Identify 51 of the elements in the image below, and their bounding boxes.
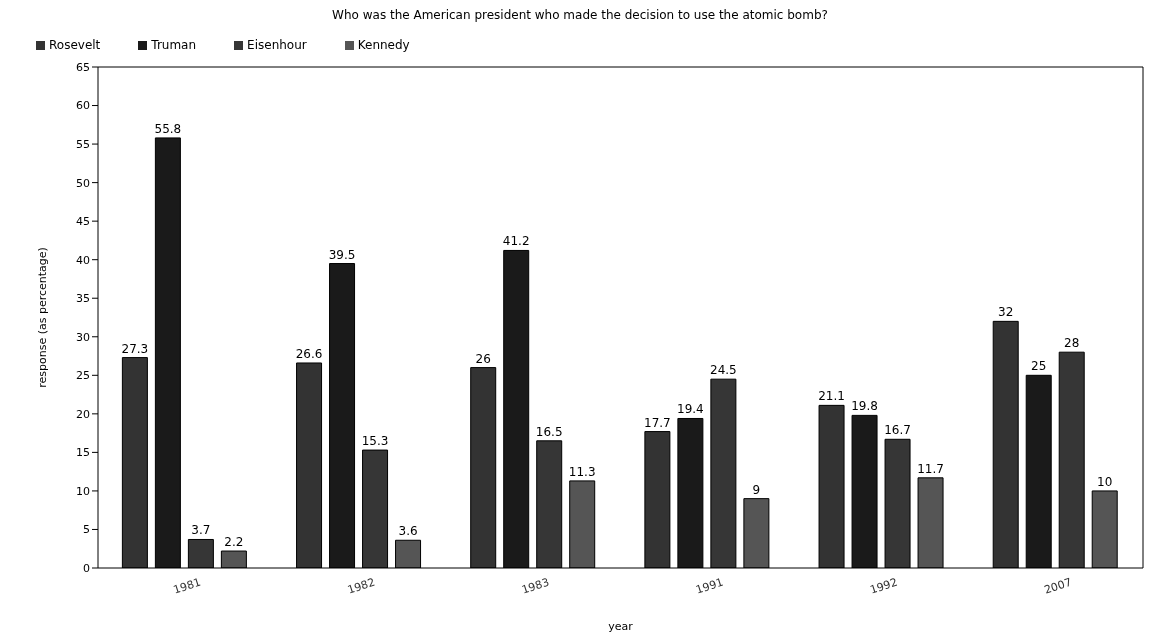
data-label: 11.7 — [917, 461, 944, 476]
data-label: 10 — [1097, 474, 1113, 489]
data-label: 21.1 — [818, 389, 845, 404]
data-label: 16.5 — [535, 424, 563, 439]
y-axis-title: response (as percentage) — [35, 247, 49, 388]
data-label: 3.6 — [398, 524, 418, 539]
data-label: 32 — [998, 305, 1014, 320]
legend-label: Kennedy — [357, 38, 410, 52]
y-tick-label: 35 — [76, 292, 90, 306]
y-tick-label: 10 — [76, 484, 90, 498]
data-label: 39.5 — [328, 247, 356, 262]
data-label: 3.7 — [191, 523, 211, 538]
y-tick-label: 15 — [76, 446, 90, 460]
data-label: 15.3 — [361, 434, 389, 449]
y-tick-label: 25 — [76, 369, 90, 383]
data-label: 41.2 — [502, 234, 530, 249]
y-tick-label: 0 — [83, 561, 90, 575]
x-tick-label: 1982 — [345, 575, 377, 597]
y-tick-label: 45 — [76, 215, 90, 229]
y-tick-label: 40 — [76, 253, 90, 267]
x-tick-label: 2007 — [1042, 575, 1074, 597]
data-label: 26.6 — [295, 346, 323, 361]
data-label: 27.3 — [121, 341, 149, 356]
data-label: 17.7 — [644, 415, 671, 430]
y-tick-label: 5 — [83, 523, 90, 537]
y-tick-label: 60 — [76, 99, 90, 113]
x-tick-label: 1981 — [171, 575, 203, 597]
data-label: 11.3 — [568, 464, 596, 479]
data-label: 2.2 — [224, 535, 244, 550]
chart-title: Who was the American president who made the decision to use the atomic bomb? — [331, 8, 829, 24]
x-tick-label: 1991 — [694, 575, 725, 597]
data-label: 16.7 — [884, 423, 911, 438]
data-label: 19.8 — [851, 399, 878, 414]
x-tick-label: 1983 — [520, 575, 551, 597]
y-tick-label: 55 — [76, 137, 90, 151]
legend-label: Rosevelt — [49, 38, 101, 52]
data-label: 55.8 — [154, 121, 182, 136]
data-label: 9 — [752, 482, 761, 497]
y-tick-label: 30 — [76, 330, 90, 344]
y-tick-label: 20 — [76, 407, 90, 421]
x-axis-title: year — [608, 620, 634, 633]
y-tick-label: 50 — [76, 176, 90, 190]
data-label: 19.4 — [677, 402, 704, 417]
x-tick-label: 1992 — [868, 575, 900, 597]
data-label: 26 — [475, 351, 491, 366]
data-label: 24.5 — [710, 363, 737, 378]
data-label: 25 — [1031, 359, 1047, 374]
y-tick-label: 65 — [76, 60, 90, 74]
legend-label: Truman — [151, 38, 197, 52]
legend-label: Eisenhour — [247, 38, 307, 52]
data-label: 28 — [1064, 336, 1080, 351]
